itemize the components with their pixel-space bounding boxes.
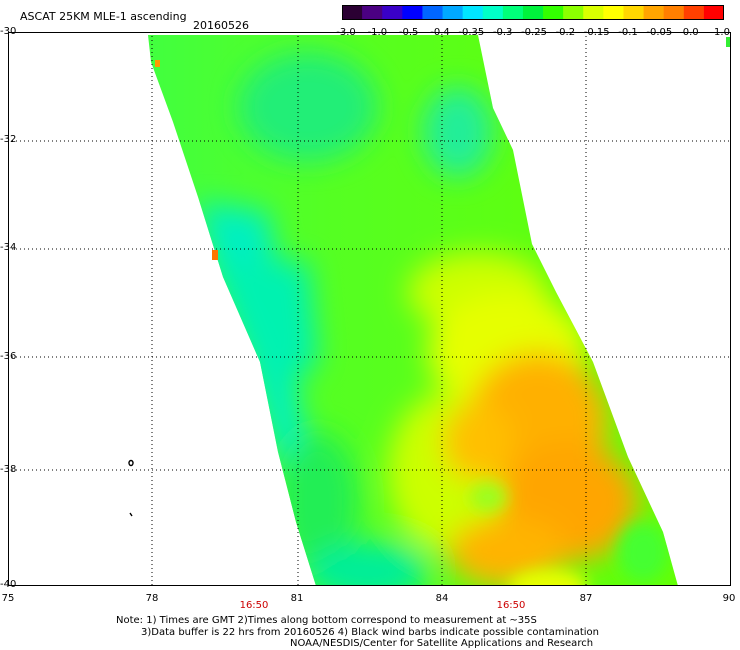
map-frame	[8, 32, 731, 586]
colorbar-swatch	[462, 5, 484, 20]
lon-label: 81	[290, 593, 304, 604]
lon-label: 90	[722, 593, 736, 604]
colorbar-swatch	[623, 5, 645, 20]
colorbar-frame	[342, 5, 724, 20]
lon-label: 78	[145, 593, 159, 604]
colorbar-swatch	[703, 5, 724, 20]
note-line-3: NOAA/NESDIS/Center for Satellite Applica…	[290, 638, 594, 649]
lat-label: -30	[0, 26, 17, 37]
graticule	[8, 32, 731, 586]
colorbar-swatch	[583, 5, 604, 20]
colorbar-swatch	[402, 5, 424, 20]
colorbar-swatch	[543, 5, 564, 20]
ascat-swath	[148, 35, 678, 586]
product-date: 20160526	[193, 19, 249, 32]
colorbar-swatch	[382, 5, 403, 20]
product-title: ASCAT 25KM MLE-1 ascending	[20, 10, 187, 23]
lat-label: -38	[0, 464, 17, 475]
note-line-1: Note: 1) Times are GMT 2)Times along bot…	[116, 615, 537, 626]
colorbar-swatch	[563, 5, 584, 20]
lon-label: 75	[1, 593, 15, 604]
colorbar-swatch	[342, 5, 363, 20]
map-plot	[8, 32, 731, 586]
edge-pixel	[726, 37, 731, 47]
time-label: 16:50	[239, 600, 269, 611]
colorbar-swatch	[502, 5, 524, 20]
colorbar-swatch	[442, 5, 464, 20]
lat-label: -34	[0, 242, 17, 253]
colorbar-swatch	[663, 5, 685, 20]
colorbar-swatch	[362, 5, 383, 20]
colorbar-swatch	[422, 5, 444, 20]
lon-label: 84	[435, 593, 449, 604]
colorbar	[342, 5, 724, 20]
colorbar-swatch	[683, 5, 705, 20]
lat-label: -40	[0, 579, 17, 590]
lon-label: 87	[579, 593, 593, 604]
note-line-2: 3)Data buffer is 22 hrs from 20160526 4)…	[141, 627, 599, 638]
colorbar-swatch	[643, 5, 665, 20]
colorbar-swatch	[603, 5, 625, 20]
lat-label: -36	[0, 351, 17, 362]
edge-pixel	[155, 60, 160, 67]
island-outline	[128, 459, 134, 517]
colorbar-swatch	[482, 5, 504, 20]
colorbar-swatch	[522, 5, 544, 20]
time-label: 16:50	[496, 600, 526, 611]
edge-pixel	[212, 250, 218, 260]
lat-label: -32	[0, 134, 17, 145]
